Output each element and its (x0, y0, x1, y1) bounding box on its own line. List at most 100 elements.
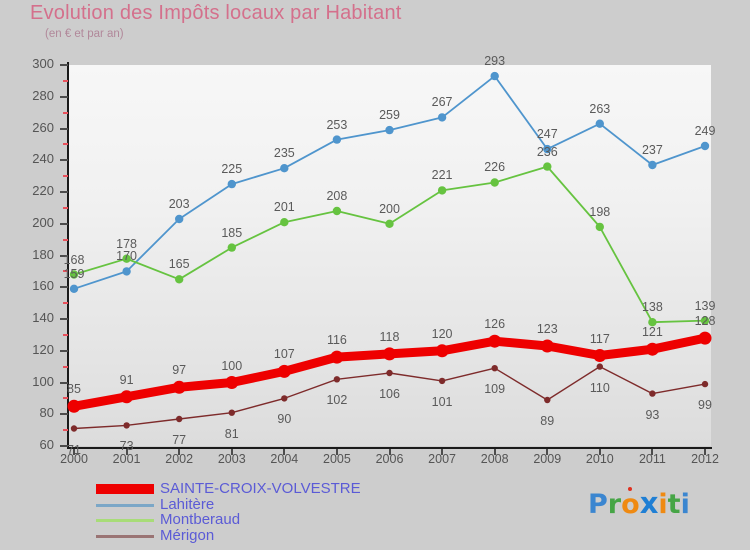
y-tick-major (60, 445, 68, 447)
data-point-label: 247 (536, 127, 558, 142)
series-point (277, 364, 291, 378)
series-point (490, 71, 499, 81)
series-point (544, 396, 551, 404)
series-point (69, 270, 79, 279)
data-point-label: 102 (326, 393, 348, 408)
x-tick-label: 2007 (428, 452, 456, 466)
x-tick (178, 449, 181, 455)
data-point-label: 170 (116, 249, 138, 264)
data-point-label: 267 (431, 95, 453, 110)
series-point (437, 113, 447, 122)
series-point (175, 275, 184, 284)
series-point (176, 415, 183, 423)
y-tick-major (60, 349, 68, 352)
series-point (280, 218, 289, 227)
y-tick-minor (63, 175, 68, 178)
y-tick-label: 260 (32, 119, 54, 135)
data-point-label: 203 (168, 196, 190, 211)
data-point-label: 71 (67, 442, 81, 457)
y-tick-label: 60 (39, 437, 54, 452)
y-tick-minor (63, 238, 68, 241)
data-point-label: 235 (273, 146, 295, 161)
data-point-label: 116 (326, 333, 347, 348)
series-point (383, 347, 396, 361)
data-point-label: 139 (694, 298, 716, 313)
series-point (385, 125, 394, 135)
series-point (332, 206, 342, 216)
series-point (67, 399, 81, 413)
legend-label: Mérigon (160, 526, 215, 544)
series-line (73, 165, 706, 324)
logo-letter-x: x (639, 486, 659, 520)
data-point-label: 168 (63, 252, 85, 267)
x-tick-label: 2009 (533, 452, 562, 466)
data-point-label: 185 (221, 225, 243, 240)
x-tick-label: 2006 (375, 452, 404, 466)
x-tick (335, 449, 338, 455)
series-point (333, 376, 341, 383)
x-tick-label: 2008 (480, 452, 509, 466)
x-tick-label: 2001 (112, 452, 141, 466)
data-point-label: 126 (484, 317, 506, 332)
x-tick-label: 2003 (217, 452, 246, 466)
series-point (437, 186, 447, 195)
data-point-label: 73 (119, 439, 134, 454)
y-tick-label: 240 (32, 151, 54, 167)
data-point-label: 100 (221, 358, 243, 373)
series-point (648, 318, 657, 327)
y-tick-minor (63, 143, 68, 146)
y-tick-label: 220 (32, 183, 54, 198)
data-point-label: 81 (224, 426, 239, 441)
series-point (649, 390, 656, 397)
logo-letter-r: r (607, 489, 622, 520)
x-axis (67, 447, 712, 449)
series-point (227, 179, 236, 189)
x-tick-label: 2002 (165, 452, 194, 466)
y-tick-major (60, 191, 68, 193)
x-tick (441, 449, 444, 455)
series-point (120, 390, 134, 404)
data-point-label: 110 (589, 380, 610, 395)
y-tick-major (60, 95, 68, 98)
y-tick-major (60, 64, 68, 66)
series-point (172, 380, 186, 394)
logo-letter-p: P (588, 489, 608, 520)
data-point-label: 208 (326, 189, 348, 204)
y-tick-major (60, 381, 68, 384)
series-point (648, 160, 657, 170)
data-point-label: 138 (641, 300, 663, 315)
x-tick (651, 449, 654, 455)
proxiti-logo[interactable]: Proxiti (588, 486, 690, 520)
series-point (225, 376, 239, 389)
series-point (543, 144, 552, 154)
page-subtitle: (en € et par an) (45, 28, 124, 40)
y-tick-label: 100 (32, 373, 54, 389)
data-point-label: 77 (172, 433, 187, 447)
series-point (698, 331, 712, 345)
data-point-label: 236 (536, 144, 558, 159)
series-point (175, 214, 184, 224)
y-tick-major (60, 127, 68, 130)
data-point-label: 109 (484, 382, 506, 397)
series-point (491, 365, 498, 372)
data-point-label: 93 (645, 407, 660, 422)
series-point (540, 339, 554, 353)
data-point-label: 198 (589, 204, 611, 219)
data-point-label: 165 (168, 257, 190, 272)
data-point-label: 237 (641, 143, 663, 157)
x-tick-label: 2005 (323, 452, 351, 466)
series-point (386, 369, 393, 377)
x-tick-label: 2010 (585, 452, 614, 466)
y-tick-major (60, 159, 68, 162)
y-tick-label: 160 (32, 278, 54, 294)
data-point-label: 97 (172, 363, 187, 378)
x-tick (388, 449, 391, 455)
legend-swatch (96, 519, 154, 522)
series-point (490, 178, 499, 187)
data-point-label: 123 (536, 321, 558, 336)
series-point (645, 342, 659, 356)
y-tick-minor (63, 429, 68, 432)
x-tick-label: 2000 (60, 452, 88, 466)
data-point-label: 91 (119, 372, 134, 387)
x-tick (73, 449, 75, 455)
